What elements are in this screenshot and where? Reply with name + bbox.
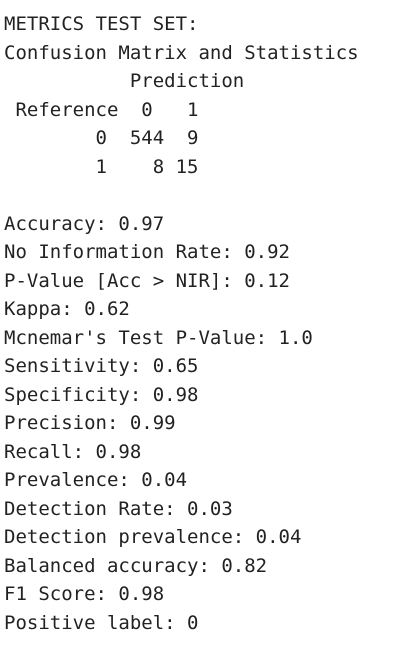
stat-value: 0.65 xyxy=(152,355,199,377)
stat-label: Sensitivity: xyxy=(4,355,142,377)
stat-label: Specificity: xyxy=(4,383,142,406)
stat-label: Kappa: xyxy=(4,298,73,320)
stat-line: Precision: 0.99 xyxy=(4,409,403,438)
stat-value: 1.0 xyxy=(278,326,313,349)
matrix-cell: 544 xyxy=(129,127,165,149)
stat-value: 0.82 xyxy=(221,554,268,577)
stat-value: 0.04 xyxy=(255,526,302,548)
stat-value: 0.97 xyxy=(118,212,165,235)
column-label: 1 xyxy=(187,98,199,121)
stat-label: Accuracy: xyxy=(4,212,107,235)
stat-line: Recall: 0.98 xyxy=(4,438,403,467)
stat-line: Specificity: 0.98 xyxy=(4,381,403,410)
stat-value: 0 xyxy=(187,611,199,634)
stat-line: No Information Rate: 0.92 xyxy=(4,238,403,267)
stat-label: Detection prevalence: xyxy=(4,526,245,548)
stat-label: Prevalence: xyxy=(4,469,130,491)
stat-line: Accuracy: 0.97 xyxy=(4,210,403,239)
matrix-header: Prediction xyxy=(4,67,403,96)
stat-line: Sensitivity: 0.65 xyxy=(4,352,403,381)
stat-value: 0.62 xyxy=(84,298,130,320)
matrix-cell: 8 xyxy=(152,155,165,178)
stat-line: F1 Score: 0.98 xyxy=(4,580,403,609)
stat-label: Mcnemar's Test P-Value: xyxy=(4,326,268,349)
matrix-row: 1 8 15 xyxy=(4,153,403,182)
matrix-cell: 9 xyxy=(187,127,199,149)
stat-label: Recall: xyxy=(4,440,85,463)
stat-value: 0.98 xyxy=(152,383,199,406)
stat-line: Prevalence: 0.04 xyxy=(4,466,403,495)
stat-line: Detection prevalence: 0.04 xyxy=(4,523,403,552)
stat-line: Positive label: 0 xyxy=(4,609,403,638)
stat-value: 0.99 xyxy=(129,412,176,434)
stat-label: Detection Rate: xyxy=(4,497,176,520)
subtitle: Confusion Matrix and Statistics xyxy=(4,41,359,64)
title: METRICS TEST SET: xyxy=(4,13,199,35)
stat-label: No Information Rate: xyxy=(4,241,233,263)
stat-line: Kappa: 0.62 xyxy=(4,295,403,324)
stat-value: 0.03 xyxy=(187,497,233,520)
stat-line: Balanced accuracy: 0.82 xyxy=(4,552,403,581)
matrix-cell: 15 xyxy=(175,155,199,178)
reference-label: Reference xyxy=(15,98,119,121)
prediction-label: Prediction xyxy=(129,70,245,92)
stat-line: Mcnemar's Test P-Value: 1.0 xyxy=(4,324,403,353)
stat-value: 0.98 xyxy=(95,440,142,463)
row-label: 1 xyxy=(95,155,107,178)
stat-label: P-Value [Acc > NIR]: xyxy=(4,269,233,292)
matrix-row: 0 544 9 xyxy=(4,124,403,153)
stat-line: P-Value [Acc > NIR]: 0.12 xyxy=(4,267,403,296)
stat-value: 0.92 xyxy=(244,241,290,263)
stat-label: F1 Score: xyxy=(4,583,107,605)
stat-value: 0.12 xyxy=(244,269,290,292)
column-label: 0 xyxy=(141,98,153,121)
stat-value: 0.04 xyxy=(141,469,188,491)
stat-label: Precision: xyxy=(4,412,119,434)
stat-line: Detection Rate: 0.03 xyxy=(4,495,403,524)
matrix-columns: Reference 0 1 xyxy=(4,96,403,125)
row-label: 0 xyxy=(95,127,107,149)
stat-value: 0.98 xyxy=(118,583,165,605)
stat-label: Positive label: xyxy=(4,611,176,634)
stat-label: Balanced accuracy: xyxy=(4,554,210,577)
